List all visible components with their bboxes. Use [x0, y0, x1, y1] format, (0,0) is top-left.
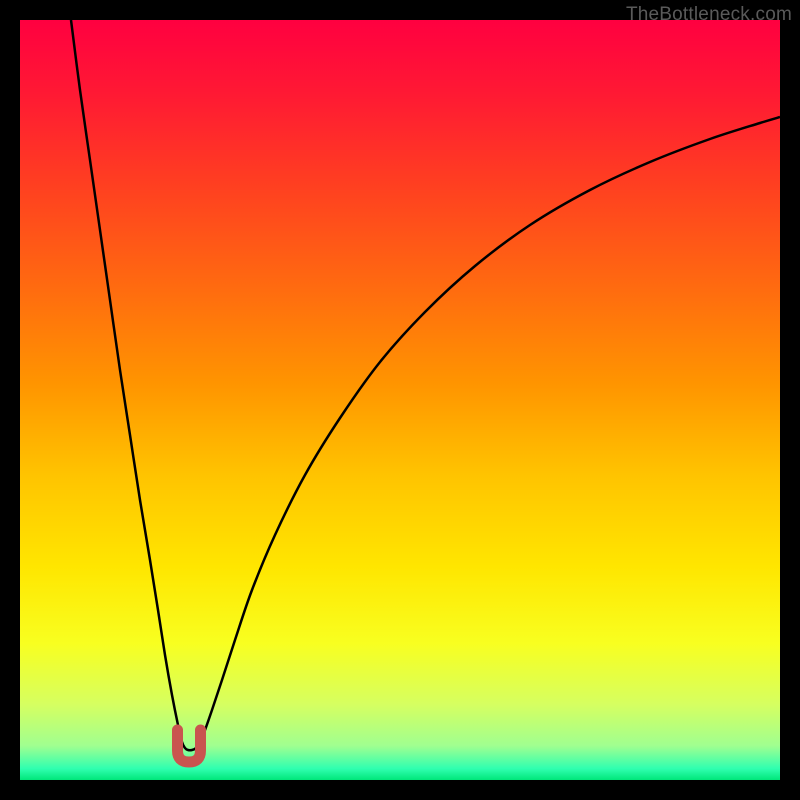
chart-container: TheBottleneck.com	[0, 0, 800, 800]
gradient-background	[20, 20, 780, 780]
bottleneck-chart	[0, 0, 800, 800]
